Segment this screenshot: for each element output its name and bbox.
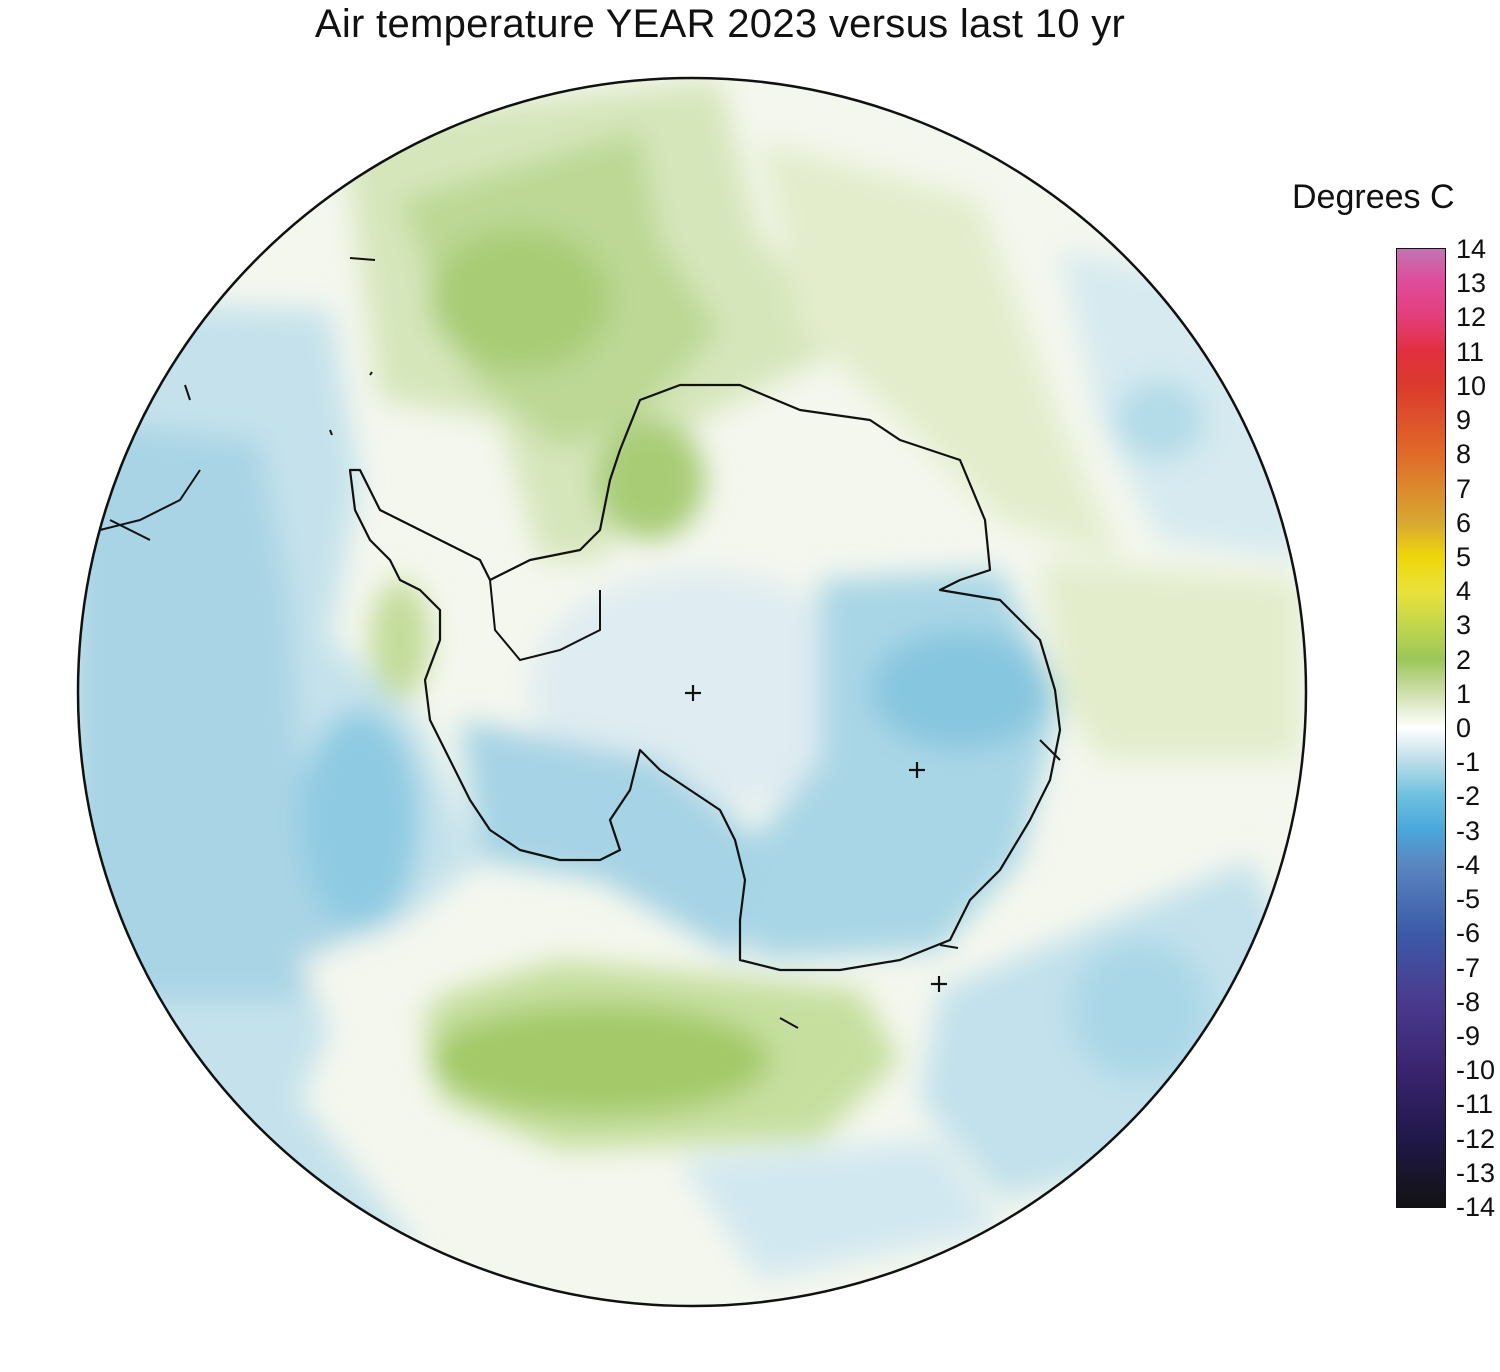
colorbar-units-label: Degrees C [1292,178,1455,216]
colorbar-tick-label: 0 [1456,713,1472,743]
ross-ice-shelf-outline [489,579,601,662]
colorbar [1396,248,1446,1208]
colorbar-tick-label: 5 [1456,541,1472,572]
page-title: Air temperature YEAR 2023 versus last 10… [314,2,1126,46]
colorbar-tick-label: 4 [1456,576,1472,607]
colorbar-tick-label: -4 [1456,849,1481,880]
colorbar-tick-label: 10 [1456,370,1487,401]
colorbar-tick-label: -2 [1456,781,1481,812]
colorbar-tick-label: 7 [1456,473,1472,504]
colorbar-fill [1397,249,1445,1207]
colorbar-tick-label: 13 [1456,268,1487,299]
colorbar-tick-label: 3 [1456,610,1472,641]
colorbar-tick-label: -11 [1456,1089,1494,1120]
colorbar-tick-label: -1 [1456,747,1481,778]
colorbar-tick-label: -6 [1456,918,1481,949]
colorbar-tick-label: 14 [1456,234,1487,264]
plus-marker [909,762,925,778]
islands-outline [99,257,1061,1029]
antarctica-coastline [348,383,1062,972]
colorbar-tick-label: -12 [1456,1123,1496,1154]
colorbar-tick-label: 12 [1456,302,1487,333]
colorbar-tick-label: 8 [1456,439,1472,470]
plus-marker [685,685,701,701]
colorbar-tick-label: 1 [1456,678,1472,709]
plus-marker [931,976,947,992]
colorbar-tick-label: 2 [1456,644,1472,675]
colorbar-tick-label: -13 [1456,1157,1496,1188]
colorbar-tick-label: 6 [1456,507,1472,538]
colorbar-tick-label: -3 [1456,815,1481,846]
colorbar-tick-label: -8 [1456,986,1481,1017]
map-boundary [76,76,1308,1308]
colorbar-tick-label: -7 [1456,952,1481,983]
colorbar-tick-label: -10 [1456,1055,1496,1086]
colorbar-tick-label: -14 [1456,1192,1496,1222]
colorbar-tick-label: -5 [1456,884,1481,915]
colorbar-tick-label: 9 [1456,405,1472,436]
colorbar-tick-label: -9 [1456,1020,1481,1051]
colorbar-tick-label: 11 [1456,336,1485,367]
